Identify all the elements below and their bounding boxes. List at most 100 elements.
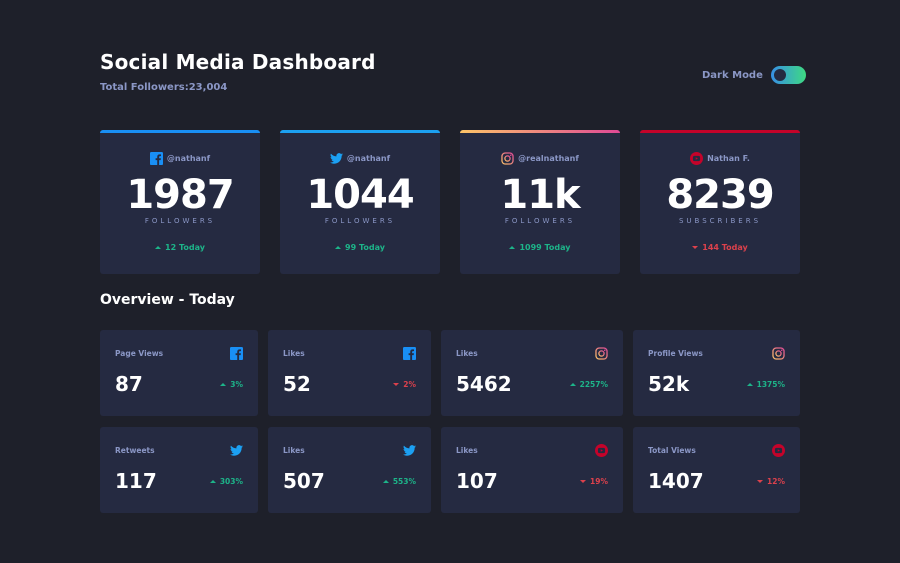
overview-label: Retweets (115, 446, 155, 455)
overview-label: Profile Views (648, 349, 703, 358)
header: Social Media Dashboard Total Followers:2… (100, 50, 376, 93)
arrow-up-icon (220, 382, 227, 386)
overview-card[interactable]: Likes 107 19% (441, 427, 623, 513)
overview-label: Likes (283, 349, 305, 358)
overview-change-text: 2257% (579, 379, 608, 389)
overview-change: 2% (393, 380, 416, 389)
overview-card[interactable]: Likes 5462 2257% (441, 330, 623, 416)
overview-value: 107 (456, 469, 498, 493)
card-today-text: 1099 Today (519, 243, 571, 252)
twitter-icon (329, 152, 343, 165)
card-handle-text: Nathan F. (707, 154, 750, 163)
overview-label: Likes (456, 349, 478, 358)
arrow-up-icon (509, 246, 516, 249)
arrow-up-icon (209, 479, 216, 483)
card-handle: @nathanf (100, 152, 260, 165)
card-unit: FOLLOWERS (144, 217, 216, 225)
arrow-down-icon (393, 382, 400, 386)
dark-mode-toggle[interactable] (770, 66, 806, 84)
overview-change: 2257% (569, 379, 608, 389)
dark-mode-label: Dark Mode (702, 69, 763, 81)
card-accent-bar (100, 130, 260, 133)
overview-value: 52 (283, 372, 311, 396)
overview-change-text: 303% (219, 476, 243, 486)
card-today: 144 Today (640, 243, 800, 252)
arrow-up-icon (155, 246, 162, 249)
card-today-text: 144 Today (702, 243, 748, 252)
overview-label: Total Views (648, 446, 696, 455)
card-unit: FOLLOWERS (504, 217, 576, 225)
twitter-icon (403, 444, 416, 457)
overview-title: Overview - Today (100, 292, 235, 308)
overview-change: 1375% (746, 379, 785, 389)
instagram-icon (595, 347, 608, 360)
card-instagram[interactable]: @realnathanf 11k FOLLOWERS 1099 Today (460, 130, 620, 274)
card-handle-text: @nathanf (346, 154, 391, 163)
card-accent-bar (460, 130, 620, 133)
overview-change: 3% (220, 380, 243, 389)
overview-card[interactable]: Page Views 87 3% (100, 330, 258, 416)
twitter-icon (230, 444, 243, 457)
card-handle: Nathan F. (640, 152, 800, 165)
arrow-up-icon (382, 479, 389, 483)
card-unit: FOLLOWERS (324, 217, 396, 225)
overview-value: 117 (115, 469, 157, 493)
card-handle: @realnathanf (460, 152, 620, 165)
overview-change-text: 2% (403, 379, 416, 389)
instagram-icon (772, 347, 785, 360)
youtube-icon (595, 444, 608, 457)
card-twitter[interactable]: @nathanf 1044 FOLLOWERS 99 Today (280, 130, 440, 274)
overview-label: Likes (283, 446, 305, 455)
overview-change-text: 12% (767, 476, 785, 486)
instagram-icon (501, 152, 514, 165)
toggle-knob (773, 69, 786, 81)
youtube-icon (772, 444, 785, 457)
card-youtube[interactable]: Nathan F. 8239 SUBSCRIBERS 144 Today (640, 130, 800, 274)
card-unit: SUBSCRIBERS (678, 217, 762, 225)
arrow-up-icon (569, 382, 576, 386)
overview-change-text: 3% (230, 379, 243, 389)
card-accent-bar (640, 130, 800, 133)
arrow-down-icon (757, 479, 764, 483)
facebook-icon (230, 347, 243, 360)
overview-card[interactable]: Profile Views 52k 1375% (633, 330, 800, 416)
overview-value: 52k (648, 372, 690, 396)
card-handle-text: @nathanf (166, 154, 211, 163)
card-today: 1099 Today (460, 243, 620, 252)
card-count: 8239 (666, 172, 774, 218)
card-today: 12 Today (100, 243, 260, 252)
card-facebook[interactable]: @nathanf 1987 FOLLOWERS 12 Today (100, 130, 260, 274)
overview-change: 19% (580, 477, 608, 486)
overview-value: 1407 (648, 469, 704, 493)
overview-value: 5462 (456, 372, 512, 396)
card-count: 1044 (306, 172, 414, 218)
overview-change: 303% (209, 476, 243, 486)
overview-card[interactable]: Likes 507 553% (268, 427, 431, 513)
card-count: 1987 (126, 172, 234, 218)
card-today-text: 99 Today (345, 243, 385, 252)
youtube-icon (690, 152, 704, 165)
card-count: 11k (500, 172, 580, 218)
arrow-up-icon (335, 246, 342, 249)
arrow-down-icon (692, 246, 699, 249)
overview-card[interactable]: Retweets 117 303% (100, 427, 258, 513)
overview-change: 12% (757, 477, 785, 486)
total-followers: Total Followers:23,004 (100, 82, 228, 93)
card-today-text: 12 Today (165, 243, 205, 252)
overview-card[interactable]: Total Views 1407 12% (633, 427, 800, 513)
card-today: 99 Today (280, 243, 440, 252)
overview-label: Likes (456, 446, 478, 455)
page-title: Social Media Dashboard (100, 50, 376, 74)
overview-card[interactable]: Likes 52 2% (268, 330, 431, 416)
facebook-icon (403, 347, 416, 360)
overview-change: 553% (382, 477, 416, 486)
card-accent-bar (280, 130, 440, 133)
overview-change-text: 19% (590, 476, 608, 486)
overview-change-text: 1375% (756, 379, 785, 389)
overview-value: 507 (283, 469, 325, 493)
card-handle-text: @realnathanf (518, 154, 579, 163)
card-handle: @nathanf (280, 152, 440, 165)
arrow-down-icon (580, 479, 587, 483)
overview-value: 87 (115, 372, 143, 396)
facebook-icon (149, 152, 163, 165)
